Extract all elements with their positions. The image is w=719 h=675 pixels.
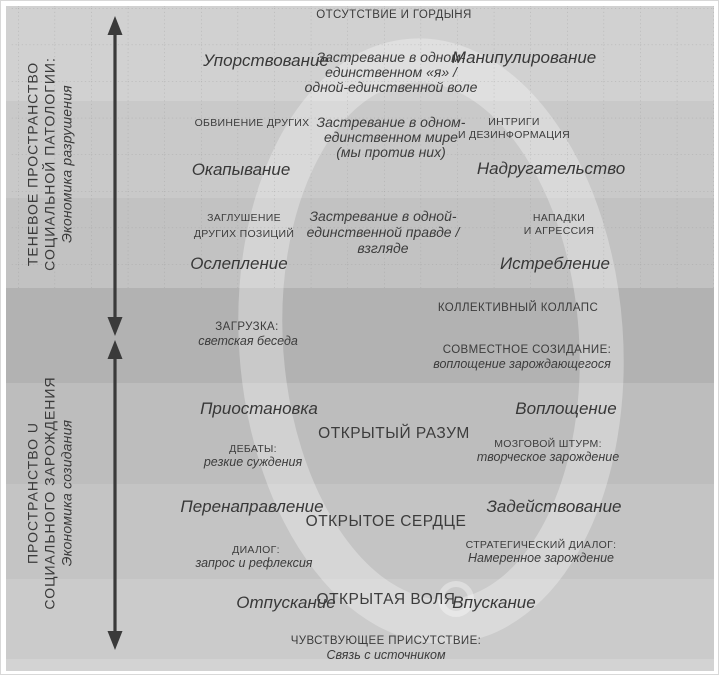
u-embodying-label: Воплощение: [515, 399, 617, 418]
presencing-sub: Связь с источником: [326, 648, 446, 662]
shadow-stuck-one-world-label: Застревание в одном- единственном мире (…: [316, 114, 466, 160]
shadow-intrigue-caps: ИНТРИГИ И ДЕЗИНФОРМАЦИЯ: [457, 116, 571, 141]
shadow-apex-label: ОТСУТСТВИЕ И ГОРДЫНЯ: [316, 9, 472, 21]
shadow-axis-economy: Экономика разрушения: [58, 85, 75, 243]
u-suspending-label: Приостановка: [200, 399, 318, 418]
shadow-manipulating-label: Манипулирование: [451, 48, 597, 67]
cocreating-sub: воплощение зарождающегося: [433, 357, 611, 371]
downloading-sub: светская беседа: [198, 334, 298, 348]
shadow-persisting-label: Упорствование: [203, 51, 329, 70]
shadow-attacking-caps: НАПАДКИ И АГРЕССИЯ: [523, 212, 595, 237]
u-axis-economy: Экономика созидания: [58, 419, 75, 567]
brainstorm-sub: творческое зарождение: [476, 450, 620, 464]
cocreating-caps: СОВМЕСТНОЕ СОЗИДАНИЕ:: [442, 344, 612, 356]
open-mind-label: ОТКРЫТЫЙ РАЗУМ: [318, 425, 470, 442]
shadow-destroying-label: Истребление: [499, 254, 611, 273]
strategic-dialogue-sub: Намеренное зарождение: [467, 551, 615, 565]
shadow-stuck-one-will-label: Застревание в одном- единственном «я» / …: [304, 49, 478, 95]
debate-sub: резкие суждения: [203, 455, 303, 469]
shadow-blaming-caps: ОБВИНЕНИЕ ДРУГИХ: [194, 117, 310, 129]
shadow-axis-line2: СОЦИАЛЬНОЙ ПАТОЛОГИИ:: [41, 57, 58, 271]
band-u-top: [6, 383, 714, 484]
presencing-caps: ЧУВСТВУЮЩЕЕ ПРИСУТСТВИЕ:: [290, 635, 482, 647]
shadow-silencing-caps: ЗАГЛУШЕНИЕ ДРУГИХ ПОЗИЦИЙ: [193, 212, 295, 240]
shadow-entrenching-label: Окапывание: [191, 160, 291, 179]
u-redirecting-label: Перенаправление: [180, 497, 324, 516]
downloading-caps: ЗАГРУЗКА:: [215, 321, 279, 333]
shadow-axis-label: ТЕНЕВОЕ ПРОСТРАНСТВО СОЦИАЛЬНОЙ ПАТОЛОГИ…: [25, 57, 77, 272]
brainstorm-caps: МОЗГОВОЙ ШТУРМ:: [494, 438, 602, 450]
shadow-abusing-label: Надругательство: [476, 159, 626, 178]
shadow-stuck-one-truth-label: Застревание в одной- единственной правде…: [306, 208, 460, 256]
dialogue-caps: ДИАЛОГ:: [232, 544, 280, 556]
strategic-dialogue-caps: СТРАТЕГИЧЕСКИЙ ДИАЛОГ:: [465, 539, 617, 551]
debate-caps: ДЕБАТЫ:: [229, 443, 277, 455]
u-axis-label: ПРОСТРАНСТВО U СОЦИАЛЬНОГО ЗАРОЖДЕНИЯ Эк…: [25, 376, 77, 611]
band-footer: [6, 659, 714, 671]
open-will-label: ОТКРЫТАЯ ВОЛЯ: [316, 591, 456, 608]
band-u-mid: [6, 484, 714, 579]
u-axis-line2: СОЦИАЛЬНОГО ЗАРОЖДЕНИЯ: [41, 376, 58, 610]
open-heart-label: ОТКРЫТОЕ СЕРДЦЕ: [305, 513, 467, 530]
shadow-axis-line1: ТЕНЕВОЕ ПРОСТРАНСТВО: [24, 61, 41, 267]
u-axis-line1: ПРОСТРАНСТВО U: [24, 422, 41, 564]
presencing-axis-arrow: [107, 340, 123, 650]
dotted-grid: [9, 6, 714, 288]
u-enacting-label: Задействование: [486, 497, 622, 516]
absencing-axis-arrow: [107, 16, 123, 336]
dialogue-sub: запрос и рефлексия: [195, 556, 313, 570]
band-threshold: [6, 288, 714, 383]
band-u-low: [6, 579, 714, 659]
u-letting-go-label: Отпускание: [236, 593, 336, 612]
shadow-blinding-label: Ослепление: [190, 254, 288, 273]
collective-collapse-label: КОЛЛЕКТИВНЫЙ КОЛЛАПС: [437, 302, 599, 314]
u-letting-come-label: Впускание: [452, 593, 536, 612]
